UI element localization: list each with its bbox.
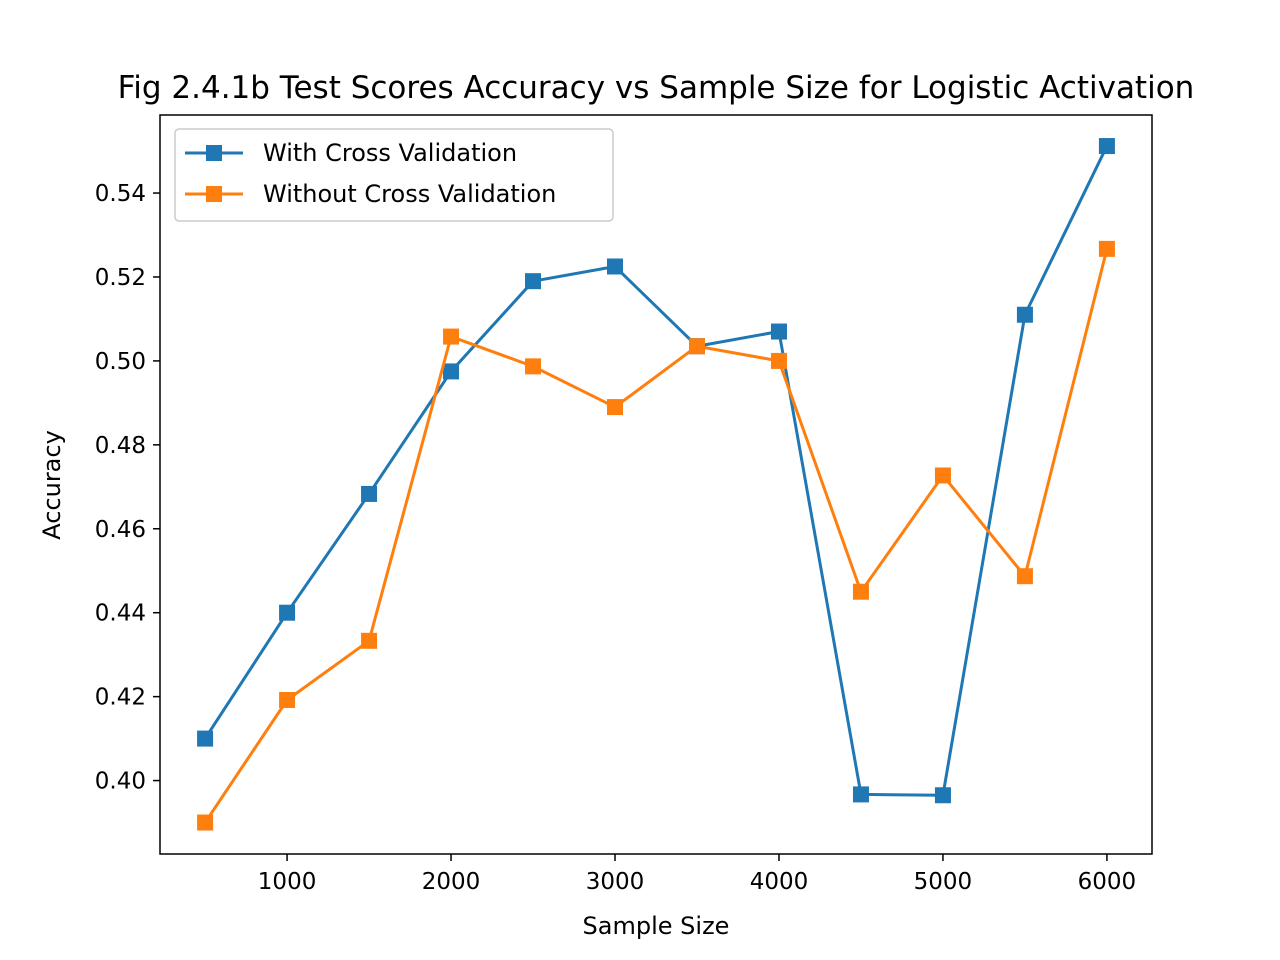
data-point [688,338,705,355]
data-point [852,786,869,803]
y-axis: 0.40 0.42 0.44 0.46 0.48 0.50 0.52 0.54 [95,181,160,795]
chart-title: Fig 2.4.1b Test Scores Accuracy vs Sampl… [118,70,1195,106]
legend-label: Without Cross Validation [263,180,556,208]
data-point [770,323,787,340]
y-tick-label: 0.52 [95,265,146,291]
data-point [197,814,214,831]
data-point [1016,568,1033,585]
legend-label: With Cross Validation [263,139,517,167]
x-tick-label: 1000 [258,869,317,895]
series-line [203,248,1109,824]
x-tick-label: 4000 [750,869,809,895]
data-point [607,399,624,416]
data-point [1098,240,1115,257]
data-point [607,258,624,275]
x-tick-label: 2000 [422,869,481,895]
plot-area [160,115,1152,854]
data-point [197,730,214,747]
data-point [525,273,542,290]
x-tick-label: 6000 [1078,869,1137,895]
data-point [1098,138,1115,155]
legend: With Cross Validation Without Cross Valid… [174,128,614,222]
data-point [770,352,787,369]
legend-marker [206,145,222,161]
legend-box [174,128,614,222]
x-axis: 1000 2000 3000 4000 5000 6000 [258,854,1136,895]
y-tick-label: 0.44 [95,601,146,627]
plot-frame [159,114,1153,855]
data-point [361,485,378,502]
data-point [1016,306,1033,323]
y-tick-label: 0.54 [95,181,146,207]
data-point [852,583,869,600]
y-axis-label: Accuracy [38,430,66,540]
x-tick-label: 3000 [586,869,645,895]
y-tick-label: 0.48 [95,433,146,459]
y-tick-label: 0.40 [95,769,146,795]
data-point [443,328,460,345]
series-2 [197,240,1115,831]
legend-marker [206,186,222,202]
x-axis-label: Sample Size [583,912,730,940]
x-tick-label: 5000 [914,869,973,895]
series-line [203,145,1109,797]
series-layer [197,138,1115,831]
data-point [525,358,542,375]
data-point [361,632,378,649]
data-point [934,787,951,804]
y-tick-label: 0.46 [95,517,146,543]
y-tick-label: 0.50 [95,349,146,375]
y-tick-label: 0.42 [95,685,146,711]
data-point [279,604,296,621]
data-point [934,467,951,484]
data-point [443,363,460,380]
data-point [279,691,296,708]
